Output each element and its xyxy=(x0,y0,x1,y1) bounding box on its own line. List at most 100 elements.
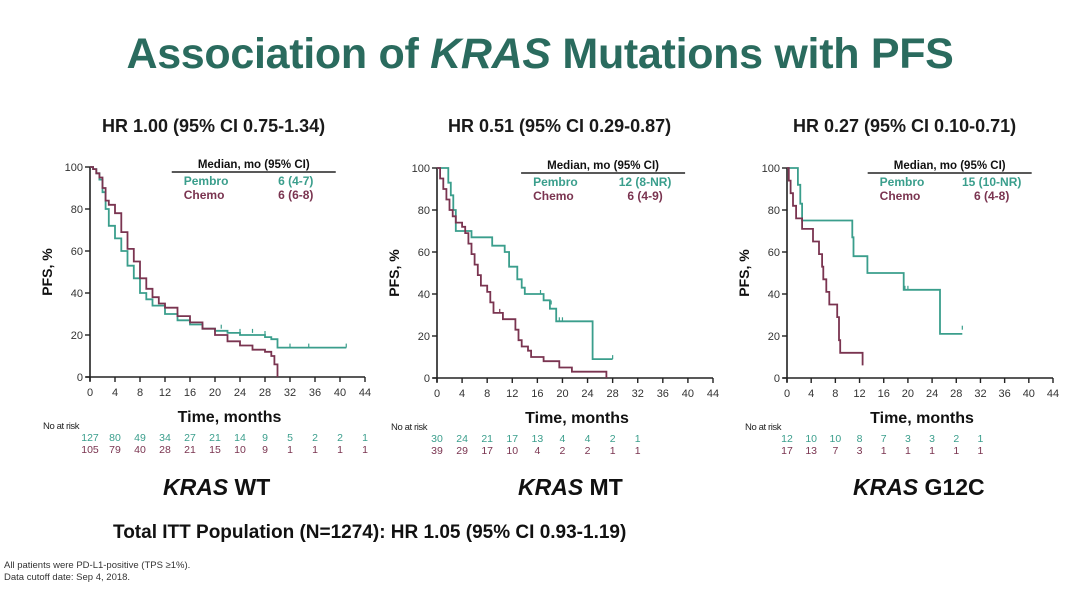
at-risk-pembro: 4 xyxy=(585,433,591,445)
legend-entry-value: 6 (4-7) xyxy=(278,174,313,188)
at-risk-chemo: 105 xyxy=(81,444,99,456)
x-tick-label: 0 xyxy=(434,388,440,400)
x-tick-label: 4 xyxy=(459,388,465,400)
at-risk-pembro: 1 xyxy=(362,432,368,444)
x-tick-label: 32 xyxy=(632,388,644,400)
x-tick-label: 44 xyxy=(359,387,371,399)
at-risk-pembro: 2 xyxy=(610,433,616,445)
at-risk-pembro: 7 xyxy=(881,433,887,445)
at-risk-chemo: 1 xyxy=(312,444,318,456)
x-tick-label: 28 xyxy=(607,388,619,400)
chart-3-group-label: KRAS G12C xyxy=(853,474,985,501)
at-risk-pembro: 14 xyxy=(234,432,246,444)
x-tick-label: 16 xyxy=(878,388,890,400)
at-risk-chemo: 40 xyxy=(134,444,146,456)
legend-entry-value: 12 (8-NR) xyxy=(619,175,672,189)
at-risk-pembro: 3 xyxy=(929,433,935,445)
chart-1-hr-title: HR 1.00 (95% CI 0.75-1.34) xyxy=(102,116,326,136)
group-label-rest: WT xyxy=(228,474,271,500)
y-axis-label: PFS, % xyxy=(386,249,402,297)
legend-entry-value: 6 (6-8) xyxy=(278,188,313,202)
y-axis-label: PFS, % xyxy=(39,248,55,296)
at-risk-chemo: 2 xyxy=(585,445,591,457)
y-tick-label: 0 xyxy=(774,373,780,385)
at-risk-chemo: 1 xyxy=(905,445,911,457)
y-axis-label: PFS, % xyxy=(736,249,752,297)
at-risk-pembro: 12 xyxy=(781,433,793,445)
x-tick-label: 40 xyxy=(682,388,694,400)
y-tick-label: 40 xyxy=(768,289,780,301)
x-tick-label: 0 xyxy=(784,388,790,400)
x-axis-label: Time, months xyxy=(525,410,629,427)
at-risk-chemo: 28 xyxy=(159,444,171,456)
legend-entry-name: Pembro xyxy=(184,174,229,188)
at-risk-pembro: 2 xyxy=(337,432,343,444)
footnote-cutoff: Data cutoff date: Sep 4, 2018. xyxy=(4,572,131,583)
y-tick-label: 80 xyxy=(418,205,430,217)
at-risk-chemo: 1 xyxy=(953,445,959,457)
at-risk-pembro: 1 xyxy=(978,433,984,445)
at-risk-label: No at risk xyxy=(391,422,428,433)
chart-2-hr-title: HR 0.51 (95% CI 0.29-0.87) xyxy=(448,116,672,136)
x-tick-label: 32 xyxy=(284,387,296,399)
title-text-italic: KRAS xyxy=(430,30,551,78)
at-risk-chemo: 1 xyxy=(337,444,343,456)
y-tick-label: 60 xyxy=(768,247,780,259)
y-tick-label: 100 xyxy=(65,162,83,174)
at-risk-pembro: 9 xyxy=(262,432,268,444)
at-risk-chemo: 9 xyxy=(262,444,268,456)
y-tick-label: 100 xyxy=(762,163,780,175)
legend-entry-name: Chemo xyxy=(184,188,225,202)
at-risk-pembro: 10 xyxy=(805,433,817,445)
group-label-italic: KRAS xyxy=(518,474,584,500)
footnote-pdl1: All patients were PD-L1-positive (TPS ≥1… xyxy=(4,560,191,571)
title-text-1: Association of xyxy=(126,30,431,78)
x-tick-label: 4 xyxy=(112,387,118,399)
km-curve-chemo xyxy=(787,167,864,366)
at-risk-chemo: 21 xyxy=(184,444,196,456)
at-risk-pembro: 30 xyxy=(431,433,443,445)
legend-entry-value: 6 (4-8) xyxy=(974,189,1009,203)
y-tick-label: 40 xyxy=(71,288,83,300)
x-tick-label: 24 xyxy=(234,387,246,399)
km-curve-pembro xyxy=(787,167,963,335)
at-risk-chemo: 79 xyxy=(109,444,121,456)
x-tick-label: 12 xyxy=(506,388,518,400)
at-risk-chemo: 2 xyxy=(560,445,566,457)
at-risk-pembro: 13 xyxy=(532,433,544,445)
km-curve-pembro xyxy=(90,166,347,349)
at-risk-pembro: 17 xyxy=(506,433,518,445)
at-risk-pembro: 2 xyxy=(312,432,318,444)
x-tick-label: 8 xyxy=(137,387,143,399)
y-tick-label: 0 xyxy=(77,372,83,384)
legend-header: Median, mo (95% CI) xyxy=(198,159,310,171)
y-tick-label: 100 xyxy=(412,163,430,175)
at-risk-pembro: 127 xyxy=(81,432,99,444)
x-tick-label: 28 xyxy=(259,387,271,399)
total-itt-summary: Total ITT Population (N=1274): HR 1.05 (… xyxy=(113,522,627,543)
at-risk-pembro: 24 xyxy=(456,433,468,445)
at-risk-chemo: 10 xyxy=(234,444,246,456)
group-label-italic: KRAS xyxy=(853,474,919,500)
y-tick-label: 60 xyxy=(71,246,83,258)
at-risk-pembro: 34 xyxy=(159,432,171,444)
km-curve-pembro xyxy=(437,167,613,360)
x-tick-label: 12 xyxy=(853,388,865,400)
x-tick-label: 36 xyxy=(999,388,1011,400)
at-risk-pembro: 8 xyxy=(857,433,863,445)
x-tick-label: 40 xyxy=(334,387,346,399)
legend-entry-value: 15 (10-NR) xyxy=(962,175,1021,189)
legend-entry-name: Chemo xyxy=(880,189,921,203)
x-tick-label: 16 xyxy=(531,388,543,400)
x-axis-label: Time, months xyxy=(178,409,282,426)
at-risk-chemo: 1 xyxy=(362,444,368,456)
km-curve-chemo xyxy=(437,167,608,378)
at-risk-pembro: 4 xyxy=(560,433,566,445)
at-risk-pembro: 3 xyxy=(905,433,911,445)
chart-1-group-label: KRAS WT xyxy=(163,474,270,501)
at-risk-chemo: 1 xyxy=(287,444,293,456)
x-tick-label: 16 xyxy=(184,387,196,399)
y-tick-label: 20 xyxy=(768,331,780,343)
